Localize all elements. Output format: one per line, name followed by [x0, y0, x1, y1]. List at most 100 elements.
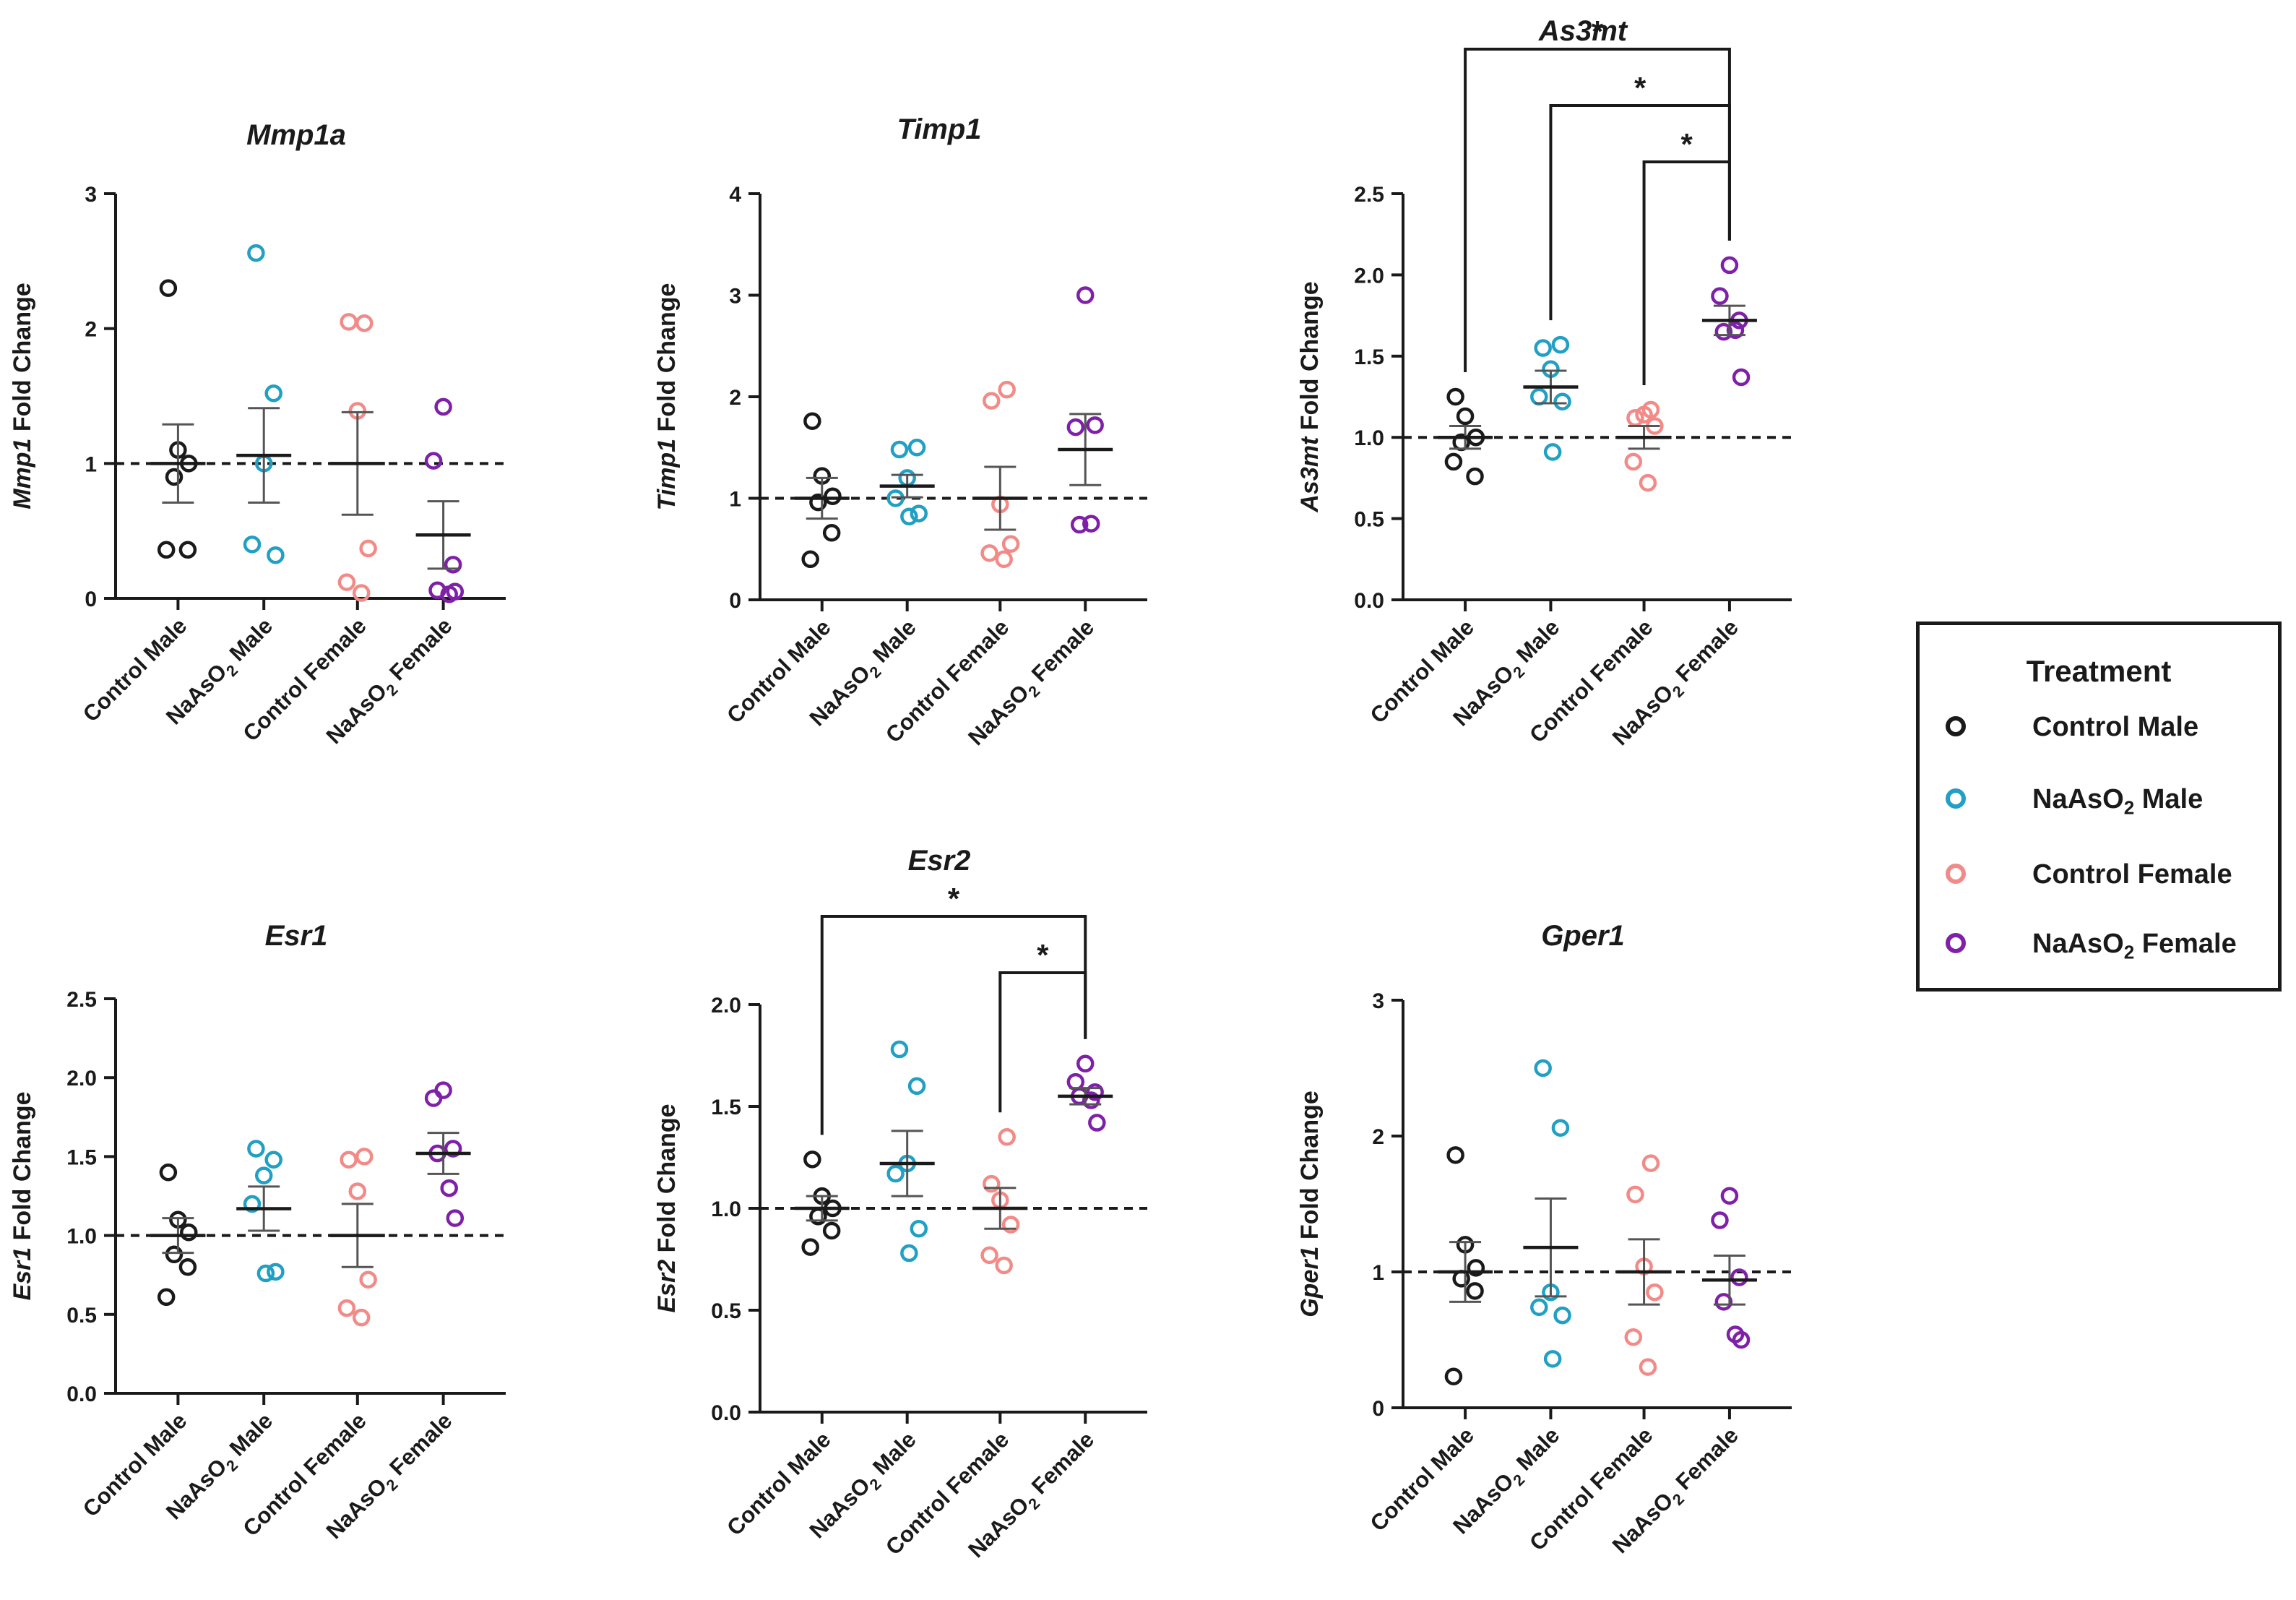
data-point — [980, 1246, 998, 1265]
data-point — [1711, 287, 1729, 305]
data-point — [352, 1308, 371, 1327]
legend-box: Treatment Control Male NaAsO2 Male Contr… — [1916, 621, 2282, 992]
data-point — [824, 487, 842, 505]
data-point — [159, 279, 178, 297]
y-tick-label: 1.0 — [711, 1197, 741, 1221]
legend-marker-naaso2-male — [1946, 788, 1966, 809]
data-point — [1444, 1367, 1463, 1386]
data-point — [1551, 1119, 1570, 1137]
chart-title: Timp1 — [897, 113, 981, 145]
legend-label-naaso2-male: NaAsO2 Male — [2032, 784, 2204, 819]
legend-label-control-female: Control Female — [2032, 859, 2232, 890]
series-naaso2-male — [236, 244, 292, 564]
significance-bracket — [1549, 104, 1731, 321]
data-point — [1001, 1216, 1020, 1234]
data-point — [340, 313, 358, 331]
significance-label: * — [948, 882, 960, 916]
data-point — [910, 1219, 928, 1238]
data-point — [1530, 1298, 1548, 1317]
data-point — [178, 1258, 197, 1276]
series-naaso2-male — [879, 1040, 935, 1263]
chart-panel-as3mt: As3mt 0.0 0.5 1.0 1.5 2.0 2.5 As3mt Fold Change… — [1296, 14, 1792, 750]
chart-title: Gper1 — [1541, 920, 1625, 952]
data-point — [1066, 418, 1085, 436]
y-tick-label: 0.0 — [66, 1382, 97, 1406]
y-tick-label: 4 — [729, 183, 741, 207]
data-point — [1082, 515, 1100, 533]
data-point — [1088, 1114, 1106, 1132]
data-point — [157, 541, 176, 559]
y-tick-label: 1 — [85, 452, 97, 476]
data-point — [1639, 1358, 1657, 1376]
data-point — [1711, 1211, 1729, 1229]
data-point — [444, 556, 462, 574]
y-tick-label: 1 — [1372, 1261, 1384, 1285]
series-control-female — [1616, 1154, 1672, 1376]
significance-label: * — [1592, 14, 1604, 48]
data-point — [1714, 1293, 1733, 1311]
data-point — [900, 1244, 918, 1263]
series-naaso2-male — [1523, 1059, 1579, 1368]
data-point — [1732, 1330, 1751, 1349]
data-point — [1530, 387, 1548, 406]
data-point — [180, 1223, 198, 1242]
y-tick-label: 0 — [85, 588, 97, 611]
series-naaso2-female — [1058, 1054, 1113, 1132]
data-point — [995, 1256, 1013, 1275]
y-tick-label: 0.0 — [1354, 589, 1384, 613]
data-point — [1635, 405, 1653, 423]
y-tick-label: 2 — [729, 386, 741, 410]
y-tick-label: 3 — [729, 285, 741, 309]
data-point — [337, 573, 356, 591]
data-point — [264, 384, 282, 403]
data-point — [1714, 322, 1733, 341]
y-tick-label: 2.0 — [66, 1067, 97, 1091]
legend-marker-control-female — [1946, 864, 1966, 884]
data-point — [983, 1174, 1001, 1193]
series-control-male — [794, 1150, 850, 1256]
y-tick-label: 1 — [729, 488, 741, 512]
y-tick-label: 2.5 — [66, 988, 97, 1012]
y-tick-label: 0.5 — [711, 1299, 741, 1323]
data-point — [1452, 1270, 1470, 1288]
y-tick-label: 0 — [1372, 1397, 1384, 1421]
data-point — [1070, 515, 1089, 534]
data-point — [1466, 467, 1484, 486]
y-tick-label: 2 — [85, 318, 97, 342]
data-point — [247, 244, 265, 262]
data-point — [1720, 1187, 1739, 1205]
data-point — [803, 412, 821, 430]
data-point — [165, 1245, 184, 1264]
data-point — [803, 1150, 821, 1169]
data-point — [1553, 1306, 1571, 1325]
chart-title: As3mt — [1538, 15, 1628, 47]
data-point — [165, 468, 184, 486]
data-point — [1466, 1282, 1484, 1300]
y-axis-label: As3mt Fold Change — [1296, 281, 1324, 512]
data-point — [264, 1150, 282, 1169]
data-point — [434, 1081, 452, 1099]
significance-label: * — [1634, 71, 1647, 105]
legend-label-naaso2-female: NaAsO2 Female — [2032, 929, 2237, 963]
series-naaso2-male — [1523, 335, 1579, 461]
y-tick-label: 2 — [1372, 1125, 1384, 1149]
data-point — [1446, 1146, 1464, 1164]
data-point — [801, 1238, 819, 1256]
series-naaso2-female — [1701, 1187, 1757, 1349]
y-tick-label: 0.0 — [711, 1401, 741, 1425]
data-point — [822, 524, 841, 542]
y-tick-label: 3 — [1372, 989, 1384, 1013]
y-axis-label: Esr2 Fold Change — [653, 1104, 681, 1312]
data-point — [1646, 1283, 1664, 1302]
y-tick-label: 3 — [85, 183, 97, 207]
data-point — [998, 1128, 1016, 1146]
data-point — [900, 507, 918, 526]
data-point — [983, 392, 1001, 410]
data-point — [1076, 1054, 1095, 1073]
data-point — [348, 1182, 367, 1200]
y-axis-label: Timp1 Fold Change — [653, 283, 681, 511]
